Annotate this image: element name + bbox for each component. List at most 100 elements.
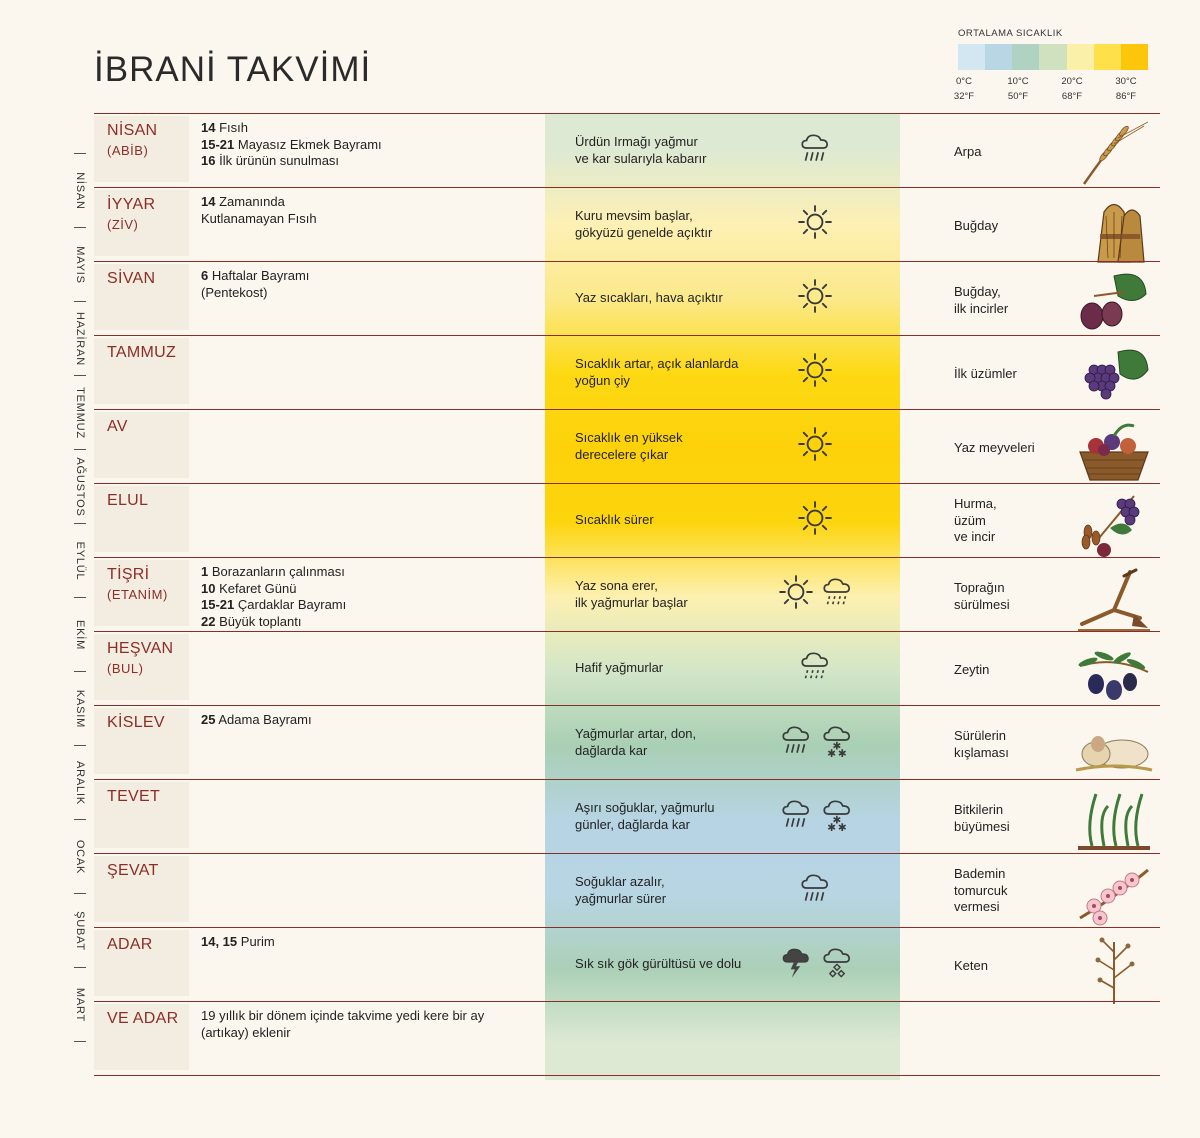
hebrew-month-cell: ADAR bbox=[94, 930, 189, 996]
hebrew-month-cell: NİSAN (ABİB) bbox=[94, 116, 189, 182]
festival-day: 6 bbox=[201, 268, 209, 283]
crop-line: üzüm bbox=[954, 512, 986, 528]
grapes-icon bbox=[1074, 340, 1154, 417]
side-month-divider bbox=[74, 1041, 86, 1042]
festival-day: 14, 15 bbox=[201, 934, 238, 949]
hebrew-month-cell: KİSLEV bbox=[94, 708, 189, 774]
crop-line: Buğday bbox=[954, 218, 999, 233]
legend-tick: 0°C 32°F bbox=[942, 74, 986, 104]
climate-line: ve kar sularıyla kabarır bbox=[575, 150, 707, 166]
legend-swatch bbox=[985, 44, 1013, 70]
legend-tick-celsius: 10°C bbox=[1007, 76, 1029, 87]
crop-line: Toprağın bbox=[954, 580, 1005, 595]
festival-item: 14, 15 Purim bbox=[201, 934, 531, 951]
climate-description: Sıcaklık en yüksek derecelere çıkar bbox=[575, 430, 765, 463]
festival-list: 14 Fısıh 15-21 Mayasız Ekmek Bayramı 16 İl… bbox=[201, 120, 531, 170]
legend-color-scale bbox=[958, 44, 1148, 70]
hebrew-month-cell: TİŞRİ (ETANİM) bbox=[94, 560, 189, 626]
legend-swatch bbox=[1093, 44, 1121, 70]
barley-icon bbox=[1074, 118, 1154, 195]
hebrew-month-cell: HEŞVAN (BUL) bbox=[94, 634, 189, 700]
climate-line: derecelere çıkar bbox=[575, 446, 669, 462]
crop-line: Keten bbox=[954, 958, 988, 973]
festival-item: 16 İlk ürünün sunulması bbox=[201, 153, 531, 170]
rain-weather-icon bbox=[797, 130, 833, 171]
festival-item: 6 Haftalar Bayramı bbox=[201, 268, 531, 285]
side-month-divider bbox=[74, 523, 86, 524]
olive-icon bbox=[1074, 636, 1154, 713]
hebrew-month-name: HEŞVAN bbox=[107, 640, 174, 657]
hebrew-month-cell: AV bbox=[94, 412, 189, 478]
climate-description: Yaz sıcakları, hava açıktır bbox=[575, 290, 765, 307]
festival-item: 19 yıllık bir dönem içinde takvime yedi … bbox=[201, 1008, 531, 1025]
table-row: SİVAN 6 Haftalar Bayramı (Pentekost) Yaz sı… bbox=[94, 261, 1160, 335]
climate-description: Sıcaklık artar, açık alanlarda yoğun çiy bbox=[575, 356, 765, 389]
hebrew-month-name: İYYAR bbox=[107, 196, 156, 213]
hebrew-month-name: SİVAN bbox=[107, 270, 156, 287]
climate-description: Sık sık gök gürültüsü ve dolu bbox=[575, 956, 765, 973]
festival-item: 1 Borazanların çalınması bbox=[201, 564, 531, 581]
sheep-icon bbox=[1074, 710, 1154, 787]
table-row: TİŞRİ (ETANİM) 1 Borazanların çalınması 10 … bbox=[94, 557, 1160, 631]
climate-line: ilk yağmurlar başlar bbox=[575, 594, 688, 610]
climate-line: yağmurlar sürer bbox=[575, 890, 667, 906]
svg-text:✱: ✱ bbox=[833, 815, 842, 827]
side-month-label: TEMMUZ bbox=[74, 387, 86, 439]
crop-line: büyümesi bbox=[954, 818, 1010, 834]
climate-line: Sıcaklık en yüksek bbox=[575, 430, 683, 445]
legend-swatch bbox=[1039, 44, 1067, 70]
crop-activity: Zeytin bbox=[954, 662, 1074, 679]
crop-line: sürülmesi bbox=[954, 596, 1010, 612]
climate-line: Yağmurlar artar, don, bbox=[575, 726, 697, 741]
festival-text: Kutlanamayan Fısıh bbox=[201, 210, 317, 226]
hebrew-month-cell: SİVAN bbox=[94, 264, 189, 330]
crop-line: İlk üzümler bbox=[954, 366, 1017, 381]
side-month-label: HAZİRAN bbox=[74, 312, 86, 366]
sun-weather-icon bbox=[797, 204, 833, 245]
festival-list: 14 Zamanında Kutlanamayan Fısıh bbox=[201, 194, 531, 227]
festival-text: Borazanların çalınması bbox=[211, 564, 345, 579]
climate-description: Kuru mevsim başlar, gökyüzü genelde açıkt… bbox=[575, 208, 765, 241]
festival-item: 15-21 Mayasız Ekmek Bayramı bbox=[201, 137, 531, 154]
festival-text: (artıkay) eklenir bbox=[201, 1024, 291, 1040]
crop-activity: Buğday bbox=[954, 218, 1074, 235]
table-row: ŞEVAT Soğuklar azalır, yağmurlar sürer Bade… bbox=[94, 853, 1160, 927]
crop-line: Arpa bbox=[954, 144, 982, 159]
sun-weather-icon bbox=[797, 426, 833, 467]
rain-weather-icon bbox=[797, 870, 833, 911]
festival-text: 19 yıllık bir dönem içinde takvime yedi … bbox=[201, 1008, 485, 1023]
crop-line: Hurma, bbox=[954, 496, 997, 511]
climate-line: Hafif yağmurlar bbox=[575, 660, 664, 675]
crop-line: Buğday, bbox=[954, 284, 1001, 299]
sun-weather-icon bbox=[778, 574, 814, 615]
hebrew-month-name: TEVET bbox=[107, 788, 161, 805]
festival-day: 15-21 bbox=[201, 597, 235, 612]
hebrew-month-alt-name: (ZİV) bbox=[107, 217, 139, 232]
climate-line: Yaz sıcakları, hava açıktır bbox=[575, 290, 723, 305]
festival-item: (Pentekost) bbox=[201, 285, 531, 302]
crop-activity: Toprağın sürülmesi bbox=[954, 580, 1074, 613]
festival-list: 14, 15 Purim bbox=[201, 934, 531, 951]
crop-activity: Yaz meyveleri bbox=[954, 440, 1074, 457]
sun-weather-icon bbox=[797, 500, 833, 541]
side-month-divider bbox=[74, 819, 86, 820]
crop-activity: Buğday, ilk incirler bbox=[954, 284, 1074, 317]
climate-line: Yaz sona erer, bbox=[575, 578, 658, 593]
festival-item: 14 Fısıh bbox=[201, 120, 531, 137]
side-month-label: EYLÜL bbox=[74, 541, 86, 581]
side-month-divider bbox=[74, 597, 86, 598]
festival-item: 25 Adama Bayramı bbox=[201, 712, 531, 729]
legend-ticks: 0°C 32°F 10°C 50°F 20°C 68°F 30°C 86°F bbox=[954, 74, 1148, 106]
svg-text:✱: ✱ bbox=[827, 822, 836, 832]
side-month-divider bbox=[74, 745, 86, 746]
festival-day: 10 bbox=[201, 580, 216, 596]
hebrew-month-name: VE ADAR bbox=[107, 1010, 179, 1027]
table-row: AV Sıcaklık en yüksek derecelere çıkar Yaz … bbox=[94, 409, 1160, 483]
climate-line: Sıcaklık sürer bbox=[575, 512, 654, 527]
legend-tick-celsius: 20°C bbox=[1061, 76, 1083, 87]
crop-line: Zeytin bbox=[954, 662, 990, 677]
festival-day: 14 bbox=[201, 194, 216, 209]
side-month-label: KASIM bbox=[74, 689, 86, 729]
festival-text: Büyük toplantı bbox=[219, 613, 302, 629]
festival-day: 16 bbox=[201, 153, 216, 168]
